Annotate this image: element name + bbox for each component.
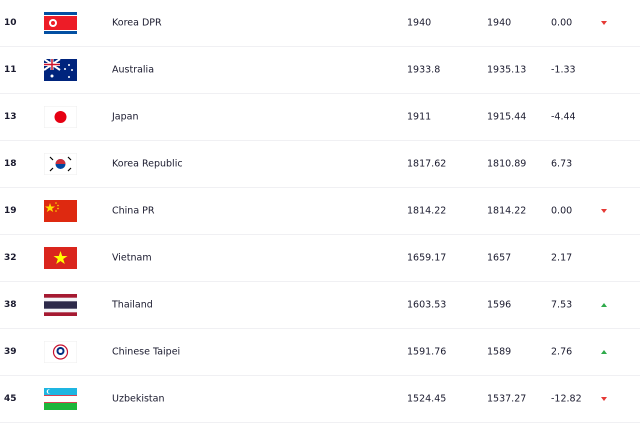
total-points: 1591.76 xyxy=(407,346,447,358)
rank: 13 xyxy=(4,112,17,122)
trend-down-icon xyxy=(601,397,607,401)
flag-vietnam-icon xyxy=(44,247,77,269)
team-name[interactable]: Thailand xyxy=(112,299,153,311)
previous-points: 1537.27 xyxy=(487,393,527,405)
table-row[interactable]: 13 Japan 1911 1915.44 -4.44 xyxy=(0,94,640,141)
team-name[interactable]: Korea DPR xyxy=(112,17,162,29)
previous-points: 1940 xyxy=(487,17,512,29)
rank: 45 xyxy=(4,394,17,404)
team-name[interactable]: Vietnam xyxy=(112,252,152,264)
total-points: 1814.22 xyxy=(407,205,447,217)
total-points: 1524.45 xyxy=(407,393,447,405)
previous-points: 1596 xyxy=(487,299,512,311)
table-row[interactable]: 19 China PR 1814.22 1814.22 0.00 xyxy=(0,188,640,235)
previous-points: 1915.44 xyxy=(487,111,527,123)
flag-australia-icon xyxy=(44,59,77,81)
previous-points: 1810.89 xyxy=(487,158,527,170)
flag-chinese-taipei-icon xyxy=(44,341,77,363)
points-change: 7.53 xyxy=(551,299,573,311)
team-name[interactable]: Chinese Taipei xyxy=(112,346,181,358)
previous-points: 1814.22 xyxy=(487,205,527,217)
flag-thailand-icon xyxy=(44,294,77,316)
flag-china-icon xyxy=(44,200,77,222)
table-row[interactable]: 39 Chinese Taipei 1591.76 1589 2.76 xyxy=(0,329,640,376)
points-change: 0.00 xyxy=(551,205,573,217)
total-points: 1603.53 xyxy=(407,299,447,311)
total-points: 1933.8 xyxy=(407,64,441,76)
total-points: 1659.17 xyxy=(407,252,447,264)
previous-points: 1935.13 xyxy=(487,64,527,76)
rank: 10 xyxy=(4,18,17,28)
trend-up-icon xyxy=(601,303,607,307)
total-points: 1940 xyxy=(407,17,432,29)
rank: 32 xyxy=(4,253,17,263)
table-row[interactable]: 32 Vietnam 1659.17 1657 2.17 xyxy=(0,235,640,282)
points-change: 0.00 xyxy=(551,17,573,29)
flag-korea-dpr-icon xyxy=(44,12,77,34)
previous-points: 1657 xyxy=(487,252,512,264)
team-name[interactable]: Japan xyxy=(112,111,139,123)
total-points: 1911 xyxy=(407,111,432,123)
points-change: -12.82 xyxy=(551,393,582,405)
trend-up-icon xyxy=(601,350,607,354)
table-row[interactable]: 18 Korea Republic 1817.62 1810.89 6.73 xyxy=(0,141,640,188)
rank: 18 xyxy=(4,159,17,169)
team-name[interactable]: Uzbekistan xyxy=(112,393,165,405)
table-row[interactable]: 38 Thailand 1603.53 1596 7.53 xyxy=(0,282,640,329)
team-name[interactable]: Australia xyxy=(112,64,155,76)
flag-japan-icon xyxy=(44,106,77,128)
team-name[interactable]: Korea Republic xyxy=(112,158,183,170)
table-row[interactable]: 11 Australia 1933.8 1935.13 -1.33 xyxy=(0,47,640,94)
points-change: -4.44 xyxy=(551,111,576,123)
previous-points: 1589 xyxy=(487,346,512,358)
trend-down-icon xyxy=(601,209,607,213)
flag-uzbekistan-icon xyxy=(44,388,77,410)
points-change: 2.76 xyxy=(551,346,573,358)
points-change: 2.17 xyxy=(551,252,573,264)
rank: 11 xyxy=(4,65,17,75)
points-change: 6.73 xyxy=(551,158,573,170)
table-row[interactable]: 10 Korea DPR 1940 1940 0.00 xyxy=(0,0,640,47)
table-row[interactable]: 45 Uzbekistan 1524.45 1537.27 -12.82 xyxy=(0,376,640,423)
flag-korea-republic-icon xyxy=(44,153,77,175)
trend-down-icon xyxy=(601,21,607,25)
points-change: -1.33 xyxy=(551,64,576,76)
rank: 38 xyxy=(4,300,17,310)
rank: 39 xyxy=(4,347,17,357)
rank: 19 xyxy=(4,206,17,216)
total-points: 1817.62 xyxy=(407,158,447,170)
team-name[interactable]: China PR xyxy=(112,205,155,217)
